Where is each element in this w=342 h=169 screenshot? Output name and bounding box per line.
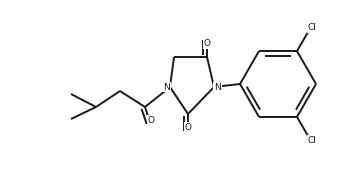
Text: N: N	[163, 82, 170, 91]
Text: O: O	[147, 116, 155, 125]
Text: N: N	[214, 82, 221, 91]
Text: Cl: Cl	[308, 136, 317, 145]
Text: O: O	[184, 123, 192, 132]
Text: Cl: Cl	[308, 23, 317, 32]
Text: O: O	[203, 39, 210, 48]
